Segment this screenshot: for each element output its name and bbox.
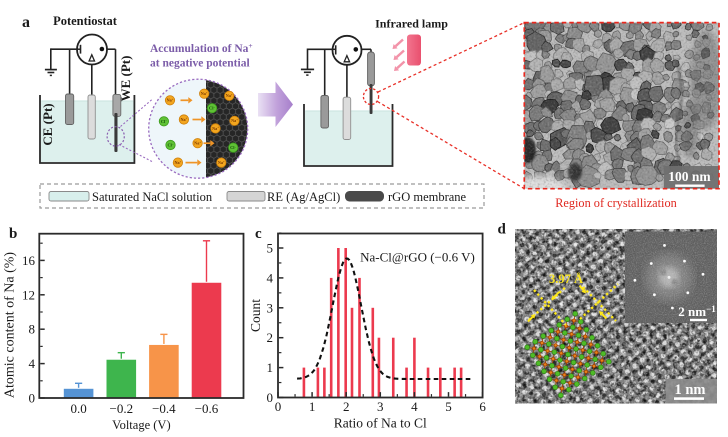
svg-text:4: 4 (411, 399, 418, 414)
svg-text:Na+: Na+ (174, 160, 181, 165)
svg-text:1 nm: 1 nm (674, 382, 705, 398)
svg-text:12: 12 (22, 287, 35, 302)
svg-text:Na+: Na+ (194, 140, 201, 145)
svg-text:2: 2 (343, 399, 350, 414)
svg-text:a: a (22, 14, 30, 31)
svg-text:Na+: Na+ (180, 117, 187, 122)
svg-text:2: 2 (267, 330, 274, 345)
svg-text:Na+: Na+ (212, 126, 219, 131)
svg-text:Cl−: Cl− (167, 142, 173, 147)
svg-text:16: 16 (22, 253, 36, 268)
svg-text:Na+: Na+ (218, 160, 225, 165)
svg-text:RE (Ag/AgCl): RE (Ag/AgCl) (267, 190, 340, 204)
svg-text:Cl−: Cl− (209, 106, 215, 111)
svg-text:1: 1 (267, 360, 274, 375)
svg-text:Voltage (V): Voltage (V) (112, 418, 170, 432)
svg-text:Na+: Na+ (231, 118, 238, 123)
svg-text:Ratio of Na to Cl: Ratio of Na to Cl (334, 416, 427, 431)
svg-text:d: d (498, 222, 507, 238)
svg-text:Na+: Na+ (167, 98, 174, 103)
svg-text:Cl−: Cl− (230, 145, 236, 150)
svg-text:Region of crystallization: Region of crystallization (555, 196, 677, 210)
svg-text:Na+: Na+ (226, 93, 233, 98)
svg-text:4: 4 (29, 356, 36, 371)
svg-text:5: 5 (267, 241, 274, 256)
svg-text:WE (Pt): WE (Pt) (118, 56, 133, 102)
svg-text:Cl−: Cl− (161, 119, 167, 124)
svg-text:3.97 Å: 3.97 Å (549, 272, 583, 286)
svg-text:Atomic content of Na (%): Atomic content of Na (%) (3, 252, 18, 399)
svg-text:Accumulation of Na+: Accumulation of Na+ (150, 41, 253, 55)
svg-text:at negative potential: at negative potential (150, 58, 250, 70)
svg-text:Saturated NaCl solution: Saturated NaCl solution (92, 190, 213, 204)
svg-text:Na+: Na+ (201, 91, 208, 96)
svg-text:6: 6 (479, 399, 486, 414)
svg-text:−0.6: −0.6 (195, 401, 219, 416)
svg-text:Count: Count (248, 299, 263, 332)
svg-text:rGO membrane: rGO membrane (388, 190, 467, 204)
svg-text:Infrared lamp: Infrared lamp (375, 17, 448, 31)
svg-text:CE (Pt): CE (Pt) (40, 103, 55, 145)
svg-text:8: 8 (29, 322, 36, 337)
svg-text:−0.2: −0.2 (110, 401, 134, 416)
svg-text:Na-Cl@rGO (−0.6 V): Na-Cl@rGO (−0.6 V) (360, 250, 475, 265)
svg-text:1: 1 (309, 399, 316, 414)
svg-text:3: 3 (377, 399, 384, 414)
svg-text:3: 3 (267, 300, 274, 315)
svg-text:0: 0 (267, 390, 274, 405)
svg-text:Potentiostat: Potentiostat (53, 14, 118, 28)
svg-text:c: c (255, 226, 262, 242)
svg-text:4: 4 (267, 270, 274, 285)
svg-text:5: 5 (445, 399, 452, 414)
svg-text:0.0: 0.0 (70, 401, 86, 416)
svg-text:0: 0 (275, 399, 282, 414)
svg-text:−0.4: −0.4 (152, 401, 176, 416)
svg-text:100 nm: 100 nm (668, 169, 711, 184)
svg-text:0: 0 (29, 391, 36, 406)
svg-text:b: b (9, 226, 17, 242)
